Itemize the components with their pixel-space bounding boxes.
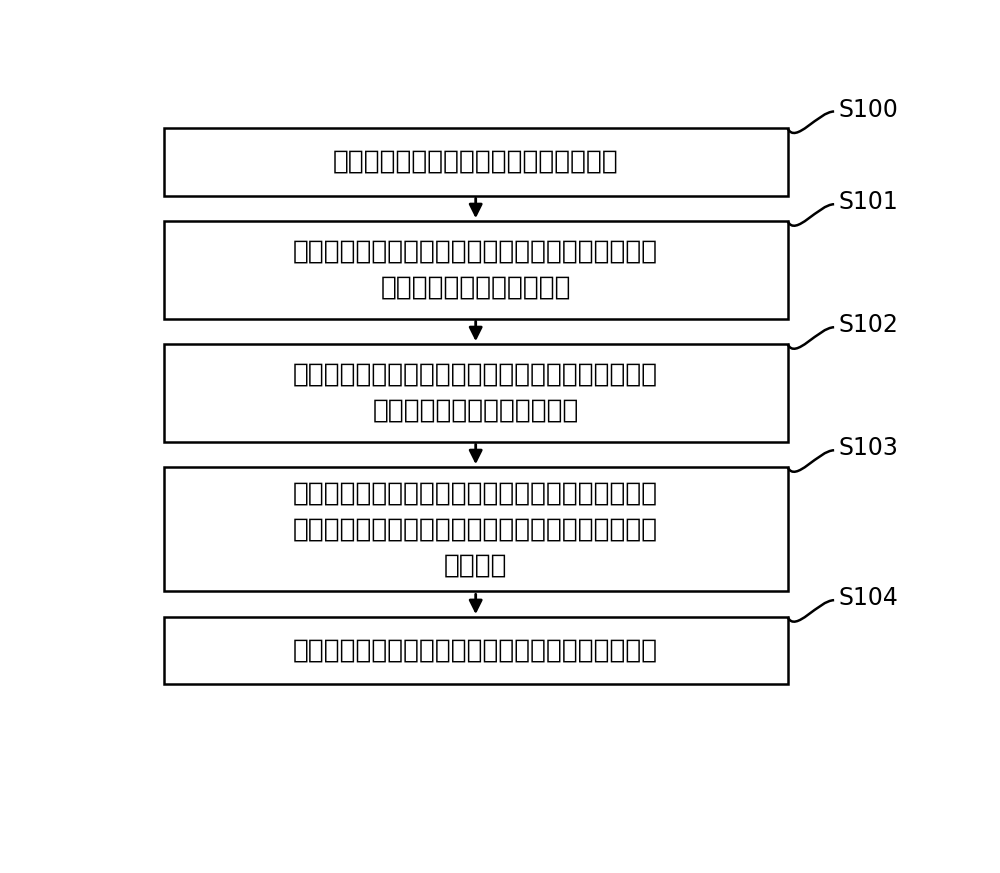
Bar bbox=[164, 221, 788, 319]
Bar bbox=[164, 617, 788, 684]
Text: 循环读取第二定时器的计数值，直到第二定时器的计
数值等于第二晶振的时钟频率: 循环读取第二定时器的计数值，直到第二定时器的计 数值等于第二晶振的时钟频率 bbox=[293, 361, 658, 423]
Text: S102: S102 bbox=[838, 313, 898, 337]
Text: 使能第一定时器和第二定时器，分别开始给第一晶振
和第二晶振的时钟频率计数: 使能第一定时器和第二定时器，分别开始给第一晶振 和第二晶振的时钟频率计数 bbox=[293, 239, 658, 301]
Bar bbox=[164, 344, 788, 442]
Text: 将第一定时器和第二定时器的计数值清零: 将第一定时器和第二定时器的计数值清零 bbox=[333, 149, 619, 175]
Bar bbox=[164, 467, 788, 591]
Text: S104: S104 bbox=[838, 587, 898, 610]
Text: 读取第一定时器的计数值，并根据第一定时器的计数
值，获取第二晶振的实际时钟频率，来判断第二晶振
的准确度: 读取第一定时器的计数值，并根据第一定时器的计数 值，获取第二晶振的实际时钟频率，… bbox=[293, 480, 658, 578]
Text: S103: S103 bbox=[838, 436, 898, 460]
Text: 根据第二晶振的准确度，控制显示装置进行相应显示: 根据第二晶振的准确度，控制显示装置进行相应显示 bbox=[293, 637, 658, 663]
Text: S101: S101 bbox=[838, 190, 898, 215]
Bar bbox=[164, 128, 788, 196]
Text: S100: S100 bbox=[838, 98, 898, 121]
